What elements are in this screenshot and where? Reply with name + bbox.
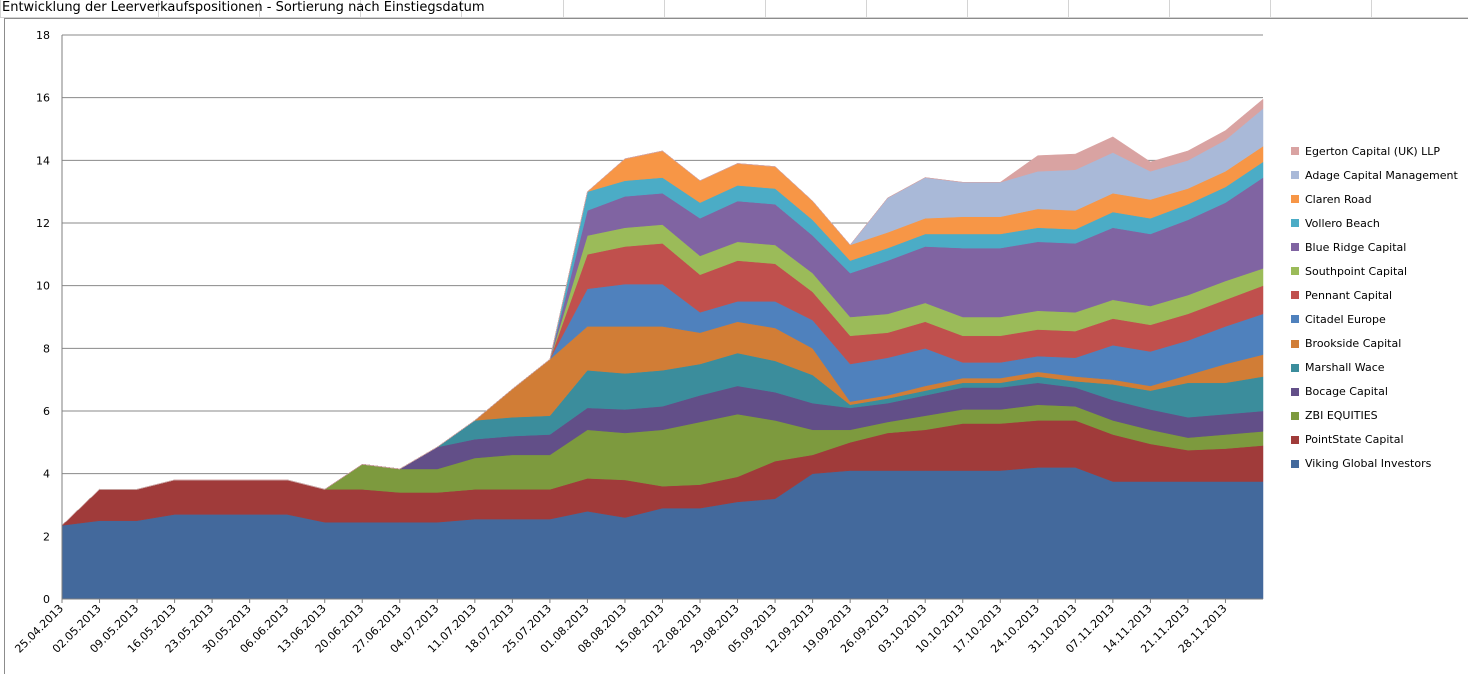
legend-item: Bocage Capital [1291, 380, 1468, 404]
legend-swatch [1291, 339, 1299, 348]
legend-swatch [1291, 387, 1299, 396]
legend-item: Pennant Capital [1291, 283, 1468, 307]
y-tick-label: 2 [43, 530, 50, 543]
y-tick-label: 16 [36, 92, 50, 105]
y-tick-label: 4 [43, 468, 50, 481]
legend-item: Brookside Capital [1291, 332, 1468, 356]
legend-label: Vollero Beach [1305, 216, 1380, 230]
legend-label: Viking Global Investors [1305, 457, 1432, 471]
y-tick-label: 10 [36, 280, 50, 293]
area-series-egerton-capital-uk-llp [61, 98, 1264, 526]
chart-title: Entwicklung der Leerverkaufspositionen -… [2, 0, 485, 15]
y-tick-label: 0 [43, 593, 50, 606]
legend-swatch [1291, 219, 1299, 228]
legend-label: Southpoint Capital [1305, 264, 1408, 278]
legend-label: Citadel Europe [1305, 312, 1386, 326]
legend-item: PointState Capital [1291, 428, 1468, 452]
legend-label: Adage Capital Management [1305, 168, 1458, 182]
legend-swatch [1291, 147, 1299, 156]
legend-label: Marshall Wace [1305, 361, 1385, 375]
legend-item: Marshall Wace [1291, 356, 1468, 380]
legend-item: ZBI EQUITIES [1291, 404, 1468, 428]
legend-label: Bocage Capital [1305, 385, 1388, 399]
legend-label: ZBI EQUITIES [1305, 409, 1378, 423]
y-tick-label: 12 [36, 217, 50, 230]
legend-label: Brookside Capital [1305, 337, 1402, 351]
legend-label: PointState Capital [1305, 433, 1404, 447]
legend: Egerton Capital (UK) LLP Adage Capital Ma… [1291, 139, 1468, 476]
legend-item: Claren Road [1291, 187, 1468, 211]
legend-swatch [1291, 363, 1299, 372]
legend-item: Vollero Beach [1291, 211, 1468, 235]
legend-item: Southpoint Capital [1291, 259, 1468, 283]
y-tick-label: 6 [43, 405, 50, 418]
legend-swatch [1291, 315, 1299, 324]
legend-item: Egerton Capital (UK) LLP [1291, 139, 1468, 163]
legend-swatch [1291, 411, 1299, 420]
legend-item: Adage Capital Management [1291, 163, 1468, 187]
legend-item: Viking Global Investors [1291, 452, 1468, 476]
legend-item: Citadel Europe [1291, 307, 1468, 331]
legend-swatch [1291, 243, 1299, 252]
legend-swatch [1291, 267, 1299, 276]
y-tick-label: 8 [43, 342, 50, 355]
legend-swatch [1291, 435, 1299, 444]
area-chart: 02468101214161825.04.201302.05.201309.05… [12, 29, 1264, 656]
legend-label: Claren Road [1305, 192, 1372, 206]
legend-item: Blue Ridge Capital [1291, 235, 1468, 259]
legend-label: Pennant Capital [1305, 288, 1393, 302]
y-tick-label: 18 [36, 29, 50, 42]
y-tick-label: 14 [36, 154, 50, 167]
legend-label: Egerton Capital (UK) LLP [1305, 144, 1441, 158]
legend-swatch [1291, 195, 1299, 204]
legend-label: Blue Ridge Capital [1305, 240, 1407, 254]
legend-swatch [1291, 291, 1299, 300]
legend-swatch [1291, 171, 1299, 180]
chart-area[interactable]: 0 2 4 6 8 10 12 14 16 18 25.04.2013 02.05.2013 09.05… [4, 18, 1468, 674]
legend-swatch [1291, 459, 1299, 468]
